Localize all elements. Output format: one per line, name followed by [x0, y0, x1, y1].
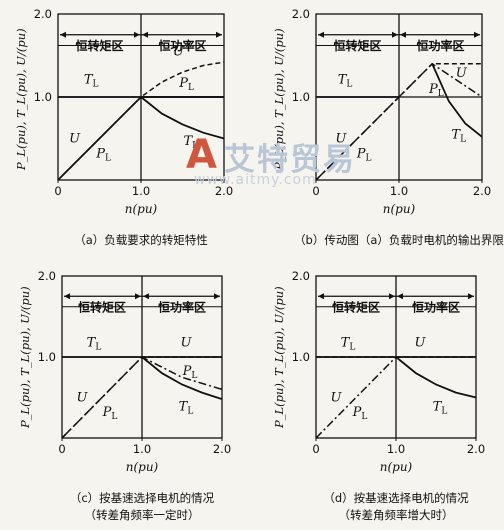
chart-caption: （a）负载要求的转矩特性 [8, 232, 274, 249]
curve-label-u: U [173, 45, 185, 60]
x-tick-label: 1.0 [390, 184, 408, 198]
region-label: 恒功率区 [412, 300, 460, 315]
y-tick-label: 2.0 [34, 7, 52, 21]
chart-caption: （c）按基速选择电机的情况 （转差角频率一定时） [12, 490, 272, 524]
region-label: 恒转矩区 [332, 300, 380, 315]
region-arrow-head [392, 31, 398, 38]
region-arrow-head [64, 293, 70, 300]
y-tick-label: 2.0 [292, 7, 310, 21]
curve-label-pl: PL [102, 405, 118, 422]
region-arrow-head [142, 31, 148, 38]
caption-line: （d）按基速选择电机的情况 [323, 491, 469, 505]
y-tick-label: 1.0 [292, 90, 310, 104]
curve-label-u: U [335, 132, 347, 147]
series-line-tl [141, 356, 223, 400]
region-label: 恒转矩区 [75, 38, 123, 53]
region-arrow-head [134, 31, 140, 38]
region-arrow-head [216, 31, 222, 38]
curve-label-pl: PL [352, 405, 368, 422]
x-tick-label: 0 [312, 442, 319, 456]
y-tick-label: 2.0 [38, 269, 56, 283]
x-tick-label: 0 [54, 184, 61, 198]
region-arrow-head [318, 293, 324, 300]
caption-line: （a）负载要求的转矩特性 [74, 233, 208, 247]
region-label: 恒功率区 [158, 38, 206, 53]
curve-label-tl: TL [341, 335, 356, 352]
curve-label-u: U [456, 66, 468, 81]
region-arrow-head [135, 293, 141, 300]
region-arrow-head [318, 31, 324, 38]
curve-label-u: U [69, 132, 81, 147]
series-line-tl [431, 63, 483, 138]
x-tick-label: 1.0 [132, 184, 150, 198]
curve-label-tl: TL [84, 73, 99, 90]
region-arrow-head [400, 31, 406, 38]
caption-line: （b）传动图（a）负载时电机的输出界限 [294, 233, 504, 247]
region-arrow-head [143, 293, 149, 300]
caption-line-2: （转差角频率一定时） [84, 508, 200, 522]
caption-line: （c）按基速选择电机的情况 [69, 491, 215, 505]
region-label: 恒功率区 [158, 300, 206, 315]
chart-caption: （b）传动图（a）负载时电机的输出界限 [266, 232, 504, 249]
watermark-logo: A [186, 132, 217, 178]
chart-caption: （d）按基速选择电机的情况 （转差角频率增大时） [266, 490, 504, 524]
x-tick-label: 2.0 [213, 442, 231, 456]
x-axis-label: n(pu) [125, 202, 158, 216]
region-arrow-head [397, 293, 403, 300]
curve-label-tl: TL [179, 399, 194, 416]
curve-label-pl: PL [182, 364, 198, 381]
curve-label-u: U [77, 391, 89, 406]
curve-label-u: U [415, 335, 427, 350]
region-label: 恒转矩区 [78, 300, 126, 315]
region-arrow-head [389, 293, 395, 300]
region-arrow-head [474, 31, 480, 38]
curve-label-u: U [181, 335, 193, 350]
region-label: 恒转矩区 [333, 38, 381, 53]
x-axis-label: n(pu) [126, 460, 159, 474]
series-line-pl [61, 356, 223, 439]
watermark-url: www.aitmy.com [194, 172, 317, 188]
curve-label-pl: PL [95, 147, 111, 164]
curve-label-u: U [331, 391, 343, 406]
region-label: 恒功率区 [416, 38, 464, 53]
x-tick-label: 2.0 [473, 184, 491, 198]
curve-label-pl: PL [356, 147, 372, 164]
x-tick-label: 2.0 [467, 442, 485, 456]
curve-label-pl: PL [178, 76, 194, 93]
x-axis-label: n(pu) [380, 460, 413, 474]
x-tick-label: 0 [312, 184, 319, 198]
y-axis-label: P_L(pu), T_L(pu), U/(pu) [272, 286, 286, 428]
x-tick-label: 0 [58, 442, 65, 456]
y-tick-label: 1.0 [34, 90, 52, 104]
curve-label-tl: TL [451, 128, 466, 145]
curve-label-tl: TL [338, 73, 353, 90]
series-line-pl [315, 356, 397, 439]
curve-label-tl: TL [183, 134, 198, 151]
x-axis-label: n(pu) [383, 202, 416, 216]
curve-label-pl: PL [428, 82, 444, 99]
watermark: A 艾特贸易 www.aitmy.com [186, 132, 376, 198]
region-arrow-head [214, 293, 220, 300]
y-tick-label: 2.0 [292, 269, 310, 283]
region-arrow-head [468, 293, 474, 300]
caption-line-2: （转差角频率增大时） [338, 508, 454, 522]
curve-label-tl: TL [433, 399, 448, 416]
series-line-tl [395, 356, 477, 399]
y-tick-label: 1.0 [292, 350, 310, 364]
curve-label-tl: TL [87, 335, 102, 352]
x-tick-label: 1.0 [133, 442, 151, 456]
region-arrow-head [60, 31, 66, 38]
y-tick-label: 1.0 [38, 350, 56, 364]
x-tick-label: 1.0 [387, 442, 405, 456]
x-tick-label: 2.0 [215, 184, 233, 198]
series-line-tl [140, 96, 225, 140]
watermark-text: 艾特贸易 [224, 142, 356, 178]
